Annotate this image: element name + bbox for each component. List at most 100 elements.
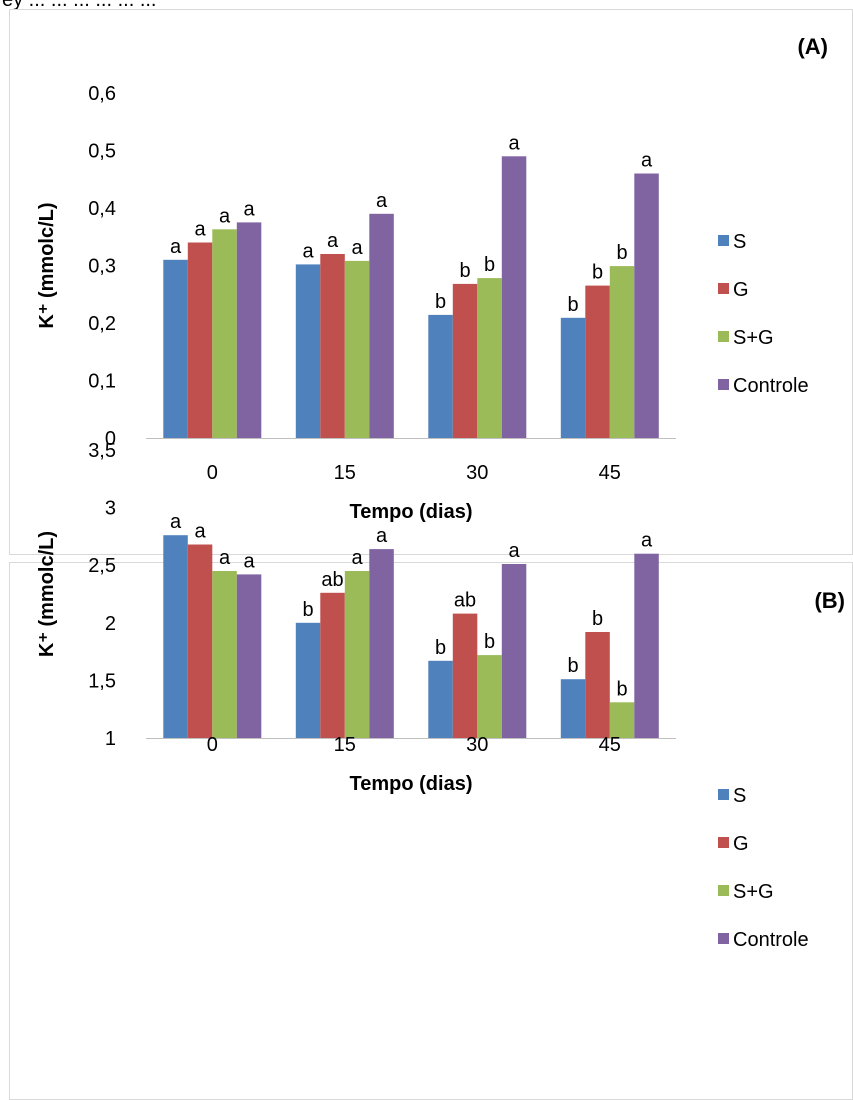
legend-label: S [733,231,746,253]
significance-label: b [592,262,603,284]
bar-s-45 [560,317,586,438]
bar-s-30 [428,660,453,738]
y-tick-label: 3 [105,498,116,520]
significance-label: a [351,237,363,259]
bar-controle-15 [369,213,394,439]
significance-label: b [435,291,446,313]
y-axis-title: K⁺ (mmolc/L) [36,202,58,328]
legend-swatch [718,933,729,944]
significance-label: a [641,150,653,172]
legend-label: G [733,279,749,301]
legend-swatch [718,837,729,848]
legend-label: Controle [733,375,809,397]
bar-g-45 [585,285,610,438]
bar-controle-45 [634,553,659,738]
significance-label: a [351,547,363,569]
bar-g-15 [320,254,345,438]
bar-splusg-15 [344,571,370,738]
x-tick-label: 30 [466,462,488,484]
significance-label: a [376,525,388,547]
significance-label: b [459,260,470,282]
top-caption-text: ey ... ... ... ... ... ... [2,0,156,10]
significance-label: a [194,521,206,543]
x-tick-label: 0 [207,462,218,484]
bar-s-30 [428,314,453,438]
x-tick-label: 15 [334,462,356,484]
legend-swatch [718,379,729,390]
significance-label: a [243,550,255,572]
x-tick-label: 0 [207,734,218,756]
y-tick-label: 0,4 [88,198,116,220]
top-caption-fragment: ey ... ... ... ... ... ... [2,0,853,10]
significance-label: b [616,678,627,700]
bar-s-0 [163,535,188,738]
x-axis-title: Tempo (dias) [350,773,473,795]
significance-label: b [567,294,578,316]
bar-g-15 [320,592,345,738]
y-tick-label: 0,1 [88,371,116,393]
bar-splusg-45 [609,702,635,738]
x-axis-title: Tempo (dias) [350,501,473,523]
y-tick-label: 1 [105,728,116,750]
legend-label: G [733,833,749,855]
bar-controle-30 [501,156,527,439]
panel-label: (A) [797,34,828,59]
x-tick-label: 30 [466,734,488,756]
y-tick-label: 1,5 [88,670,116,692]
significance-label: b [616,242,627,264]
x-tick-label: 45 [599,462,621,484]
bar-controle-0 [236,574,262,738]
bar-g-30 [452,613,478,738]
significance-label: a [194,219,206,241]
significance-label: a [508,132,520,154]
x-tick-label: 15 [334,734,356,756]
significance-label: a [243,198,255,220]
bar-splusg-30 [477,655,502,738]
significance-label: b [302,599,313,621]
y-tick-label: 0 [105,428,116,450]
significance-label: a [219,205,231,227]
bar-s-15 [295,264,321,438]
bar-controle-30 [501,564,527,738]
bar-splusg-0 [212,229,237,438]
bar-controle-45 [634,173,659,438]
significance-label: a [327,230,339,252]
bar-splusg-30 [477,278,502,438]
significance-label: b [484,254,495,276]
significance-label: a [302,240,314,262]
significance-label: a [641,530,653,552]
y-tick-label: 3,5 [88,440,116,462]
y-tick-label: 0,3 [88,256,116,278]
significance-label: b [484,631,495,653]
bar-g-30 [452,283,478,438]
y-tick-label: 0,6 [88,83,116,105]
bar-splusg-0 [212,571,237,738]
legend-swatch [718,283,729,294]
bar-splusg-45 [609,266,635,438]
bar-g-45 [585,632,610,738]
significance-label: a [508,540,520,562]
legend-label: Controle [733,929,809,951]
significance-label: b [435,637,446,659]
significance-label: b [567,655,578,677]
legend-label: S+G [733,881,774,903]
y-tick-label: 2,5 [88,555,116,577]
bar-controle-0 [236,222,262,438]
legend-swatch [718,235,729,246]
legend-label: S+G [733,327,774,349]
legend-swatch [718,789,729,800]
y-tick-label: 0,2 [88,313,116,335]
legend-label: S [733,785,746,807]
panel-a-frame [9,9,853,555]
significance-label: a [170,511,182,533]
bar-s-45 [560,679,586,738]
panel-b-frame [9,562,853,1100]
significance-label: ab [454,590,476,612]
y-axis-title: K⁺ (mmolc/L) [36,531,58,657]
bar-splusg-15 [344,260,370,438]
bar-g-0 [187,242,213,438]
